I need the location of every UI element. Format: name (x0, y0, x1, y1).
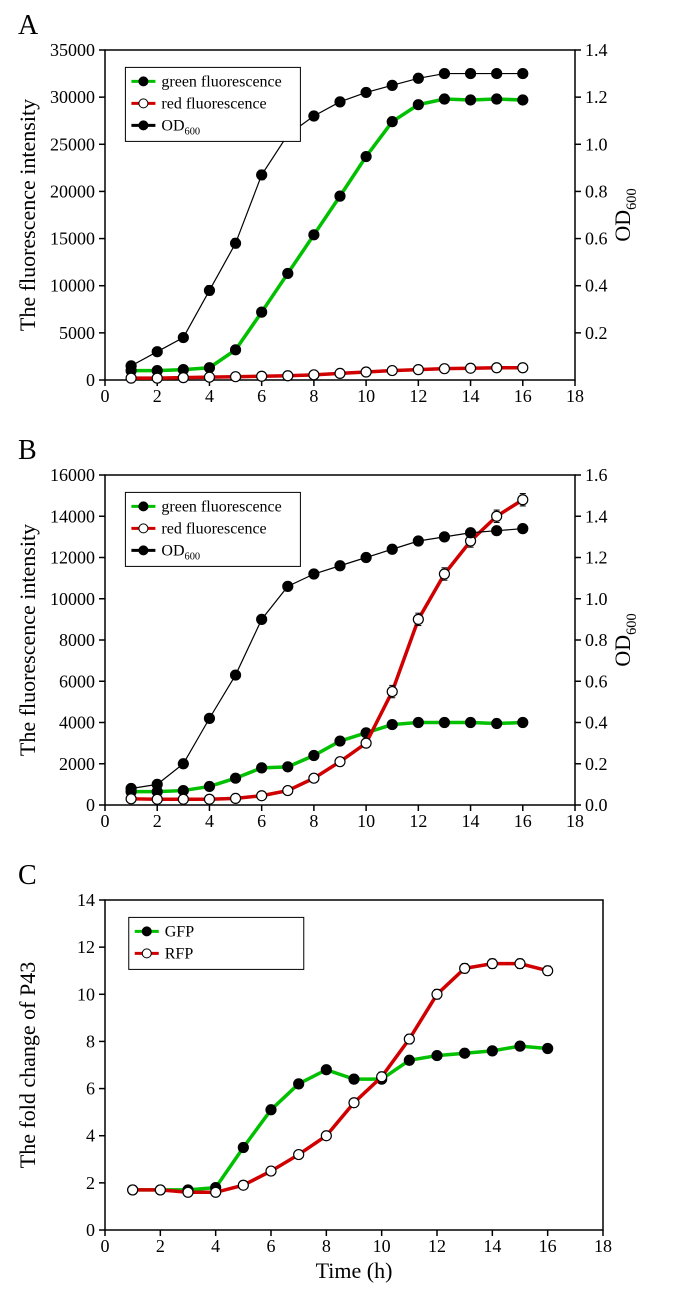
svg-text:1.0: 1.0 (585, 589, 608, 609)
svg-text:1.6: 1.6 (585, 465, 608, 485)
svg-text:OD600: OD600 (610, 613, 640, 666)
svg-text:4: 4 (205, 811, 214, 831)
svg-text:12: 12 (409, 386, 427, 406)
svg-text:1.2: 1.2 (585, 548, 608, 568)
svg-text:10: 10 (373, 1236, 391, 1256)
svg-text:red fluorescence: red fluorescence (161, 95, 266, 112)
svg-text:4: 4 (205, 386, 214, 406)
figure: A 02468101214161805000100001500020000250… (10, 10, 665, 1300)
chart-b: 0 2 4 6 8 10 12 14 16 18 0 2000 4000 6000 8000 10000 120… (10, 435, 665, 855)
svg-text:8: 8 (309, 386, 318, 406)
svg-text:10: 10 (357, 386, 375, 406)
panel-a-label: A (18, 10, 38, 42)
svg-text:14000: 14000 (50, 506, 95, 526)
svg-text:18: 18 (566, 386, 584, 406)
svg-text:6: 6 (267, 1236, 276, 1256)
svg-text:0.4: 0.4 (585, 713, 608, 733)
svg-text:0: 0 (101, 1236, 110, 1256)
svg-text:14: 14 (483, 1236, 501, 1256)
svg-text:5000: 5000 (59, 323, 95, 343)
svg-text:4000: 4000 (59, 713, 95, 733)
svg-text:16: 16 (514, 386, 532, 406)
svg-text:green fluorescence: green fluorescence (161, 498, 281, 515)
svg-text:12: 12 (409, 811, 427, 831)
svg-text:0: 0 (101, 811, 110, 831)
svg-text:0.6: 0.6 (585, 671, 608, 691)
panel-a: A 0 2 4 6 8 10 12 14 16 18 0 5000 10000 15000 20000 250… (10, 10, 665, 430)
svg-text:2000: 2000 (59, 754, 95, 774)
svg-text:35000: 35000 (50, 40, 95, 60)
svg-text:8000: 8000 (59, 630, 95, 650)
svg-text:15000: 15000 (50, 229, 95, 249)
svg-text:The fold change of P43: The fold change of P43 (15, 962, 40, 1169)
svg-text:RFP: RFP (165, 945, 194, 962)
svg-text:8: 8 (86, 1031, 95, 1051)
svg-text:6000: 6000 (59, 671, 95, 691)
svg-text:Time (h): Time (h) (316, 1258, 393, 1283)
chart-c: 0 2 4 6 8 10 12 14 16 18 0 2 4 6 8 10 12 14 The fold chang… (10, 860, 665, 1300)
svg-text:8: 8 (322, 1236, 331, 1256)
svg-text:10000: 10000 (50, 589, 95, 609)
svg-text:0.6: 0.6 (585, 229, 608, 249)
svg-text:0.2: 0.2 (585, 323, 608, 343)
svg-text:2: 2 (153, 386, 162, 406)
svg-text:OD600: OD600 (610, 188, 640, 241)
panel-b-label: B (18, 435, 37, 467)
svg-text:0.8: 0.8 (585, 181, 608, 201)
svg-text:0.2: 0.2 (585, 754, 608, 774)
svg-text:12: 12 (77, 937, 95, 957)
svg-text:4: 4 (211, 1236, 220, 1256)
svg-text:12000: 12000 (50, 548, 95, 568)
svg-text:green fluorescence: green fluorescence (161, 73, 281, 90)
svg-text:14: 14 (462, 386, 480, 406)
svg-text:12: 12 (428, 1236, 446, 1256)
svg-text:0: 0 (86, 795, 95, 815)
svg-text:16: 16 (514, 811, 532, 831)
svg-text:16000: 16000 (50, 465, 95, 485)
svg-text:The fluorescence intensity: The fluorescence intensity (15, 99, 40, 331)
svg-text:0: 0 (86, 370, 95, 390)
svg-text:1.4: 1.4 (585, 40, 608, 60)
svg-text:2: 2 (156, 1236, 165, 1256)
panel-b: B 0 2 4 6 8 10 12 14 16 18 0 2000 4000 6000 8000 10000 1… (10, 435, 665, 855)
svg-text:red fluorescence: red fluorescence (161, 520, 266, 537)
svg-text:2: 2 (86, 1173, 95, 1193)
svg-text:10000: 10000 (50, 276, 95, 296)
svg-text:30000: 30000 (50, 87, 95, 107)
svg-text:14: 14 (77, 890, 95, 910)
svg-text:18: 18 (566, 811, 584, 831)
svg-text:8: 8 (309, 811, 318, 831)
svg-text:16: 16 (539, 1236, 557, 1256)
svg-text:The fluorescence intensity: The fluorescence intensity (15, 524, 40, 756)
svg-text:1.2: 1.2 (585, 87, 608, 107)
svg-text:1.0: 1.0 (585, 134, 608, 154)
chart-a: 0 2 4 6 8 10 12 14 16 18 0 5000 10000 15000 20000 25000… (10, 10, 665, 430)
svg-text:0.8: 0.8 (585, 630, 608, 650)
svg-text:25000: 25000 (50, 134, 95, 154)
svg-text:0: 0 (86, 1220, 95, 1240)
svg-text:0.0: 0.0 (585, 795, 608, 815)
svg-text:6: 6 (257, 811, 266, 831)
svg-text:6: 6 (86, 1079, 95, 1099)
svg-text:6: 6 (257, 386, 266, 406)
svg-text:GFP: GFP (165, 923, 194, 940)
svg-text:0: 0 (101, 386, 110, 406)
svg-text:0.4: 0.4 (585, 276, 608, 296)
svg-text:1.4: 1.4 (585, 506, 608, 526)
svg-text:14: 14 (462, 811, 480, 831)
svg-text:10: 10 (357, 811, 375, 831)
svg-text:4: 4 (86, 1126, 95, 1146)
panel-c: C 0 2 4 6 8 10 12 14 16 18 0 2 4 6 8 10 12 14 The fold cha… (10, 860, 665, 1300)
panel-c-label: C (18, 860, 37, 892)
svg-text:18: 18 (594, 1236, 612, 1256)
svg-text:2: 2 (153, 811, 162, 831)
svg-text:20000: 20000 (50, 181, 95, 201)
svg-text:10: 10 (77, 984, 95, 1004)
